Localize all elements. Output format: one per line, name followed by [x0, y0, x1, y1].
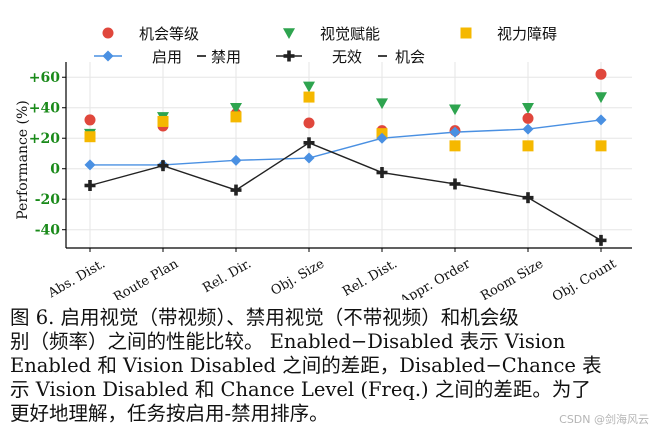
performance-chart: -40 -20 0 +20 +40 +60 Abs. Dist. Route Plan Rel.… — [15, 25, 632, 300]
y-tick-label: -20 — [35, 192, 61, 208]
legend-label-2: 视觉赋能 — [320, 25, 380, 43]
series-5-point-4 — [303, 137, 315, 149]
series-3-point-3 — [230, 111, 242, 123]
plus-bar-v — [526, 192, 530, 204]
x-tick-label: Appr. Order — [397, 256, 474, 300]
caption-line-5: 更好地理解，任务按启用-禁用排序。 — [10, 402, 329, 425]
series-5-point-3 — [230, 184, 242, 196]
series-5-point-7 — [522, 192, 534, 204]
y-tick-label: +40 — [29, 101, 60, 117]
y-tick-label: +60 — [29, 70, 60, 86]
series-3-point-2 — [157, 115, 169, 127]
series-3-point-1 — [84, 131, 96, 143]
series-4-point-3 — [230, 154, 242, 166]
series-4-point-5 — [376, 132, 388, 144]
series-4-point-1 — [84, 159, 96, 171]
caption-line-2: 别（频率）之间的性能比较。 Enabled−Disabled 表示 Vision — [10, 330, 566, 353]
y-tick-label: -40 — [35, 223, 61, 239]
series-5-point-2 — [157, 160, 169, 172]
series-4-point-4 — [303, 152, 315, 164]
series-3-point-6 — [449, 140, 461, 152]
caption-line-4: 示 Vision Disabled 和 Chance Level (Freq.)… — [10, 378, 591, 401]
plus-bar-v — [599, 234, 603, 246]
x-tick-label: Obj. Count — [550, 256, 620, 300]
series-2-point-6 — [449, 104, 461, 116]
series-1-point-8 — [595, 68, 607, 80]
plus-bar-v — [453, 178, 457, 190]
series-2-point-8 — [595, 92, 607, 104]
x-tick-label: Route Plan — [111, 256, 181, 300]
series-4-point-6 — [449, 126, 461, 138]
y-tick-label: 0 — [50, 162, 60, 178]
series-4-line — [90, 119, 602, 166]
series-1-point-1 — [84, 114, 96, 126]
series-5-point-5 — [376, 167, 388, 179]
y-tick-label: +20 — [29, 131, 60, 147]
series-2-point-5 — [376, 98, 388, 110]
legend-marker-4 — [102, 50, 114, 62]
plus-bar-v — [380, 167, 384, 179]
plus-bar-v — [88, 179, 92, 191]
series-layer — [84, 68, 607, 246]
x-tick-label: Room Size — [478, 256, 546, 300]
x-tick-label: Abs. Dist. — [45, 256, 108, 300]
series-1-point-7 — [522, 112, 534, 124]
plus-bar-v — [234, 184, 238, 196]
series-5-line — [89, 142, 602, 241]
series-4-point-8 — [595, 114, 607, 126]
series-3-point-4 — [303, 91, 315, 103]
axis-layer: -40 -20 0 +20 +40 +60 Abs. Dist. Route Plan Rel.… — [29, 62, 632, 300]
series-5-point-8 — [595, 234, 607, 246]
series-5-point-6 — [449, 178, 461, 190]
legend-label-3: 视力障碍 — [497, 25, 557, 43]
legend-label-1: 机会等级 — [139, 25, 199, 43]
plus-bar-v — [161, 160, 165, 172]
caption-line-3: Enabled 和 Vision Disabled 之间的差距，Disabled… — [10, 354, 602, 377]
series-1-point-4 — [303, 117, 315, 129]
series-3-point-7 — [522, 140, 534, 152]
series-3-point-8 — [595, 140, 607, 152]
grid-layer — [66, 62, 632, 248]
legend-marker-3 — [460, 27, 472, 39]
legend-label-5a: 无效 — [332, 48, 362, 66]
legend-marker-1 — [102, 27, 114, 39]
watermark: CSDN @剑海风云 — [559, 413, 649, 426]
series-2-point-3 — [230, 102, 242, 114]
series-2-point-7 — [522, 102, 534, 114]
y-axis-label: Performance (%) — [15, 100, 31, 220]
legend-marker-2 — [283, 28, 295, 39]
series-5-point-1 — [84, 179, 96, 191]
plus-bar-v — [307, 137, 311, 149]
legend-label-4a: 启用 — [152, 48, 182, 66]
figure-caption: 图 6. 启用视觉（带视频）、禁用视觉（不带视频）和机会级 别（频率）之间的性能… — [10, 306, 650, 426]
series-4-point-7 — [522, 123, 534, 135]
legend-label-5b: 机会 — [395, 48, 425, 66]
legend-label-4b: 禁用 — [211, 48, 241, 66]
plus-bar-v — [287, 50, 291, 62]
caption-line-1: 图 6. 启用视觉（带视频）、禁用视觉（不带视频）和机会级 — [10, 306, 519, 329]
x-tick-label: Rel. Dir. — [200, 256, 254, 296]
x-tick-label: Rel. Dist. — [340, 256, 400, 299]
legend-marker-5 — [283, 50, 295, 62]
x-tick-label: Obj. Size — [268, 256, 327, 299]
series-2-point-4 — [303, 81, 315, 93]
